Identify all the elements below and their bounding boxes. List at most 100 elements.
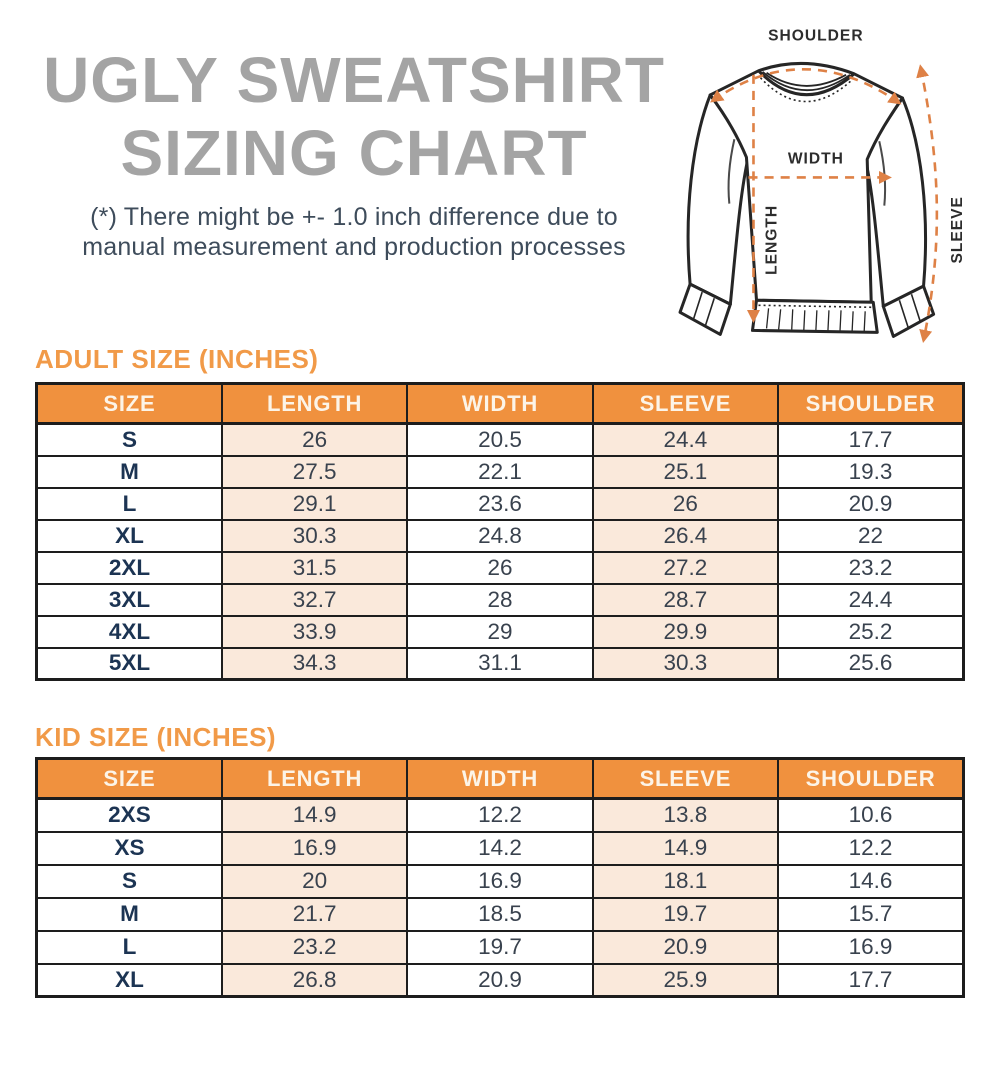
value-cell: 34.3: [220, 646, 409, 681]
value-cell: 13.8: [591, 797, 780, 833]
value-cell: 26.8: [220, 962, 409, 998]
size-cell: M: [35, 896, 223, 932]
value-cell: 23.6: [406, 486, 594, 521]
value-cell: 20: [220, 863, 409, 899]
value-cell: 16.9: [406, 863, 594, 899]
value-cell: 12.2: [406, 797, 594, 833]
value-cell: 25.9: [591, 962, 780, 998]
kid-table-header-row: SIZE LENGTH WIDTH SLEEVE SHOULDER: [35, 757, 965, 800]
value-cell: 27.2: [591, 550, 780, 585]
table-row: XL 30.3 24.8 26.4 22: [35, 518, 965, 553]
kid-size-table: SIZE LENGTH WIDTH SLEEVE SHOULDER 2XS 14.9 12.…: [35, 757, 965, 998]
table-row: XL 26.8 20.9 25.9 17.7: [35, 962, 965, 998]
value-cell: 14.2: [406, 830, 594, 866]
value-cell: 29: [406, 614, 594, 649]
table-row: L 29.1 23.6 26 20.9: [35, 486, 965, 521]
size-cell: S: [35, 863, 223, 899]
size-cell: M: [35, 454, 223, 489]
table-row: S 26 20.5 24.4 17.7: [35, 422, 965, 457]
page-header: UGLY SWEATSHIRT SIZING CHART (*) There m…: [20, 44, 688, 262]
value-cell: 31.5: [220, 550, 409, 585]
table-header-cell: SIZE: [35, 382, 223, 425]
value-cell: 26: [406, 550, 594, 585]
body-outline: [708, 61, 904, 304]
value-cell: 12.2: [777, 830, 965, 866]
kid-size-heading: KID SIZE (INCHES): [35, 722, 277, 752]
value-cell: 19.3: [777, 454, 965, 489]
table-row: M 27.5 22.1 25.1 19.3: [35, 454, 965, 489]
table-row: 3XL 32.7 28 28.7 24.4: [35, 582, 965, 617]
value-cell: 20.5: [406, 422, 594, 457]
table-header-cell: WIDTH: [406, 382, 594, 425]
value-cell: 30.3: [591, 646, 780, 681]
page-title-line-1: UGLY SWEATSHIRT: [43, 44, 665, 116]
adult-size-heading: ADULT SIZE (INCHES): [35, 344, 319, 374]
shoulder-measure-arc: [710, 68, 902, 105]
size-cell: XL: [35, 518, 223, 553]
adult-table-header-row: SIZE LENGTH WIDTH SLEEVE SHOULDER: [35, 382, 965, 425]
disclaimer-line-1: (*) There might be +- 1.0 inch differenc…: [90, 203, 618, 231]
value-cell: 20.9: [777, 486, 965, 521]
table-header-cell: SHOULDER: [777, 382, 965, 425]
value-cell: 10.6: [777, 797, 965, 833]
table-header-cell: LENGTH: [220, 757, 409, 800]
table-header-cell: LENGTH: [220, 382, 409, 425]
value-cell: 20.9: [591, 929, 780, 965]
size-cell: XL: [35, 962, 223, 998]
value-cell: 14.9: [591, 830, 780, 866]
sweatshirt-measurement-diagram: SHOULDER WIDTH LENGTH SLEEVE: [676, 10, 996, 358]
value-cell: 16.9: [220, 830, 409, 866]
size-cell: 2XS: [35, 797, 223, 833]
value-cell: 16.9: [777, 929, 965, 965]
hem-ribbing: [765, 308, 866, 332]
table-row: 2XS 14.9 12.2 13.8 10.6: [35, 797, 965, 833]
value-cell: 18.1: [591, 863, 780, 899]
value-cell: 26: [591, 486, 780, 521]
value-cell: 33.9: [220, 614, 409, 649]
value-cell: 25.2: [777, 614, 965, 649]
table-row: 2XL 31.5 26 27.2 23.2: [35, 550, 965, 585]
value-cell: 24.8: [406, 518, 594, 553]
disclaimer-text: (*) There might be +- 1.0 inch differenc…: [20, 202, 688, 262]
table-row: XS 16.9 14.2 14.9 12.2: [35, 830, 965, 866]
size-cell: 2XL: [35, 550, 223, 585]
size-cell: L: [35, 929, 223, 965]
hem-band: [750, 298, 879, 334]
value-cell: 26.4: [591, 518, 780, 553]
page-title-line-2: SIZING CHART: [120, 117, 588, 189]
shoulder-label: SHOULDER: [768, 28, 863, 45]
value-cell: 22.1: [406, 454, 594, 489]
adult-size-table: SIZE LENGTH WIDTH SLEEVE SHOULDER S 26 20.5 24.…: [35, 382, 965, 681]
value-cell: 27.5: [220, 454, 409, 489]
value-cell: 23.2: [777, 550, 965, 585]
size-cell: S: [35, 422, 223, 457]
size-cell: L: [35, 486, 223, 521]
length-label: LENGTH: [764, 205, 781, 275]
value-cell: 25.1: [591, 454, 780, 489]
value-cell: 28: [406, 582, 594, 617]
table-row: 5XL 34.3 31.1 30.3 25.6: [35, 646, 965, 681]
value-cell: 17.7: [777, 962, 965, 998]
sweatshirt-illustration: SHOULDER WIDTH LENGTH SLEEVE: [678, 28, 966, 344]
value-cell: 29.1: [220, 486, 409, 521]
value-cell: 20.9: [406, 962, 594, 998]
size-cell: 5XL: [35, 646, 223, 681]
value-cell: 14.6: [777, 863, 965, 899]
table-header-cell: SLEEVE: [591, 757, 780, 800]
value-cell: 26: [220, 422, 409, 457]
value-cell: 25.6: [777, 646, 965, 681]
value-cell: 29.9: [591, 614, 780, 649]
size-cell: XS: [35, 830, 223, 866]
table-row: S 20 16.9 18.1 14.6: [35, 863, 965, 899]
size-cell: 3XL: [35, 582, 223, 617]
size-cell: 4XL: [35, 614, 223, 649]
table-header-cell: SIZE: [35, 757, 223, 800]
value-cell: 21.7: [220, 896, 409, 932]
value-cell: 31.1: [406, 646, 594, 681]
measurement-lines: [710, 64, 939, 344]
table-header-cell: SHOULDER: [777, 757, 965, 800]
value-cell: 32.7: [220, 582, 409, 617]
sleeve-label: SLEEVE: [949, 196, 966, 264]
table-row: M 21.7 18.5 19.7 15.7: [35, 896, 965, 932]
disclaimer-line-2: manual measurement and production proces…: [82, 233, 626, 261]
